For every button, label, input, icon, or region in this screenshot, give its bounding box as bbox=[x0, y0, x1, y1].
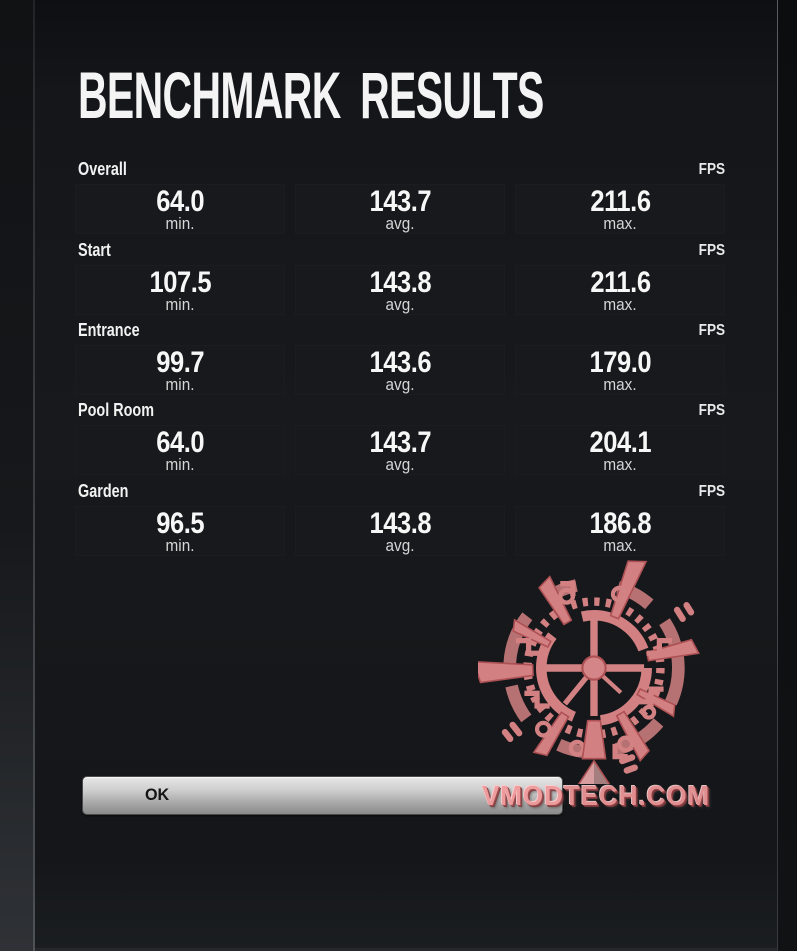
vmodtech-logo-icon bbox=[478, 560, 700, 784]
benchmark-section-garden: Garden FPS 96.5 min. 143.8 avg. 186.8 ma… bbox=[75, 481, 725, 557]
stat-value: 211.6 bbox=[589, 266, 651, 299]
stat-label: max. bbox=[603, 455, 637, 474]
stat-label: avg. bbox=[385, 375, 415, 394]
stat-cell-min: 64.0 min. bbox=[75, 184, 285, 234]
benchmark-section-pool-room: Pool Room FPS 64.0 min. 143.7 avg. 204.1… bbox=[75, 400, 725, 476]
stat-cell-max: 211.6 max. bbox=[515, 184, 725, 234]
stat-cell-avg: 143.8 avg. bbox=[295, 265, 505, 315]
stat-cell-max: 204.1 max. bbox=[515, 425, 725, 475]
right-edge-highlight bbox=[777, 0, 778, 951]
stat-value: 96.5 bbox=[156, 507, 204, 540]
stat-label: min. bbox=[165, 214, 195, 233]
stat-cell-min: 96.5 min. bbox=[75, 506, 285, 556]
stat-cell-min: 107.5 min. bbox=[75, 265, 285, 315]
stat-value: 107.5 bbox=[149, 266, 211, 299]
fps-unit-label: FPS bbox=[698, 483, 725, 500]
bottom-edge-highlight bbox=[35, 948, 777, 951]
left-edge-highlight bbox=[33, 0, 35, 951]
page-title: BENCHMARK RESULTS bbox=[78, 58, 544, 132]
ok-button-label: OK bbox=[145, 785, 170, 804]
stat-cell-avg: 143.7 avg. bbox=[295, 184, 505, 234]
stat-cell-max: 186.8 max. bbox=[515, 506, 725, 556]
stat-label: max. bbox=[603, 214, 637, 233]
section-label: Overall bbox=[78, 159, 127, 179]
stat-cell-avg: 143.8 avg. bbox=[295, 506, 505, 556]
stat-label: avg. bbox=[385, 214, 415, 233]
stat-label: avg. bbox=[385, 295, 415, 314]
benchmark-section-entrance: Entrance FPS 99.7 min. 143.6 avg. 179.0 … bbox=[75, 320, 725, 396]
section-label: Pool Room bbox=[78, 400, 154, 420]
stat-label: max. bbox=[603, 295, 637, 314]
stat-label: avg. bbox=[385, 536, 415, 555]
fps-unit-label: FPS bbox=[698, 161, 725, 178]
left-edge-shading bbox=[0, 0, 33, 951]
stat-value: 64.0 bbox=[156, 426, 204, 459]
section-label: Entrance bbox=[78, 320, 140, 340]
benchmark-section-start: Start FPS 107.5 min. 143.8 avg. 211.6 ma… bbox=[75, 240, 725, 316]
ok-button[interactable]: OK bbox=[82, 776, 563, 815]
stat-label: min. bbox=[165, 536, 195, 555]
stat-value: 179.0 bbox=[589, 346, 651, 379]
fps-unit-label: FPS bbox=[698, 322, 725, 339]
stat-value: 204.1 bbox=[589, 426, 651, 459]
fps-unit-label: FPS bbox=[698, 242, 725, 259]
stat-label: min. bbox=[165, 455, 195, 474]
stat-value: 64.0 bbox=[156, 185, 204, 218]
benchmark-section-overall: Overall FPS 64.0 min. 143.7 avg. 211.6 m… bbox=[75, 159, 725, 235]
stat-label: max. bbox=[603, 536, 637, 555]
stat-cell-avg: 143.7 avg. bbox=[295, 425, 505, 475]
stat-value: 143.8 bbox=[369, 266, 431, 299]
stat-label: max. bbox=[603, 375, 637, 394]
section-label: Start bbox=[78, 240, 111, 260]
stat-value: 143.6 bbox=[369, 346, 431, 379]
stat-value: 143.7 bbox=[369, 426, 431, 459]
stat-cell-avg: 143.6 avg. bbox=[295, 345, 505, 395]
stat-value: 143.7 bbox=[369, 185, 431, 218]
stat-label: min. bbox=[165, 375, 195, 394]
right-edge-shading bbox=[778, 0, 797, 951]
stat-cell-max: 179.0 max. bbox=[515, 345, 725, 395]
stat-cell-max: 211.6 max. bbox=[515, 265, 725, 315]
stat-cell-min: 99.7 min. bbox=[75, 345, 285, 395]
stat-cell-min: 64.0 min. bbox=[75, 425, 285, 475]
fps-unit-label: FPS bbox=[698, 402, 725, 419]
stat-value: 143.8 bbox=[369, 507, 431, 540]
stat-label: avg. bbox=[385, 455, 415, 474]
stat-value: 186.8 bbox=[589, 507, 651, 540]
stat-value: 211.6 bbox=[589, 185, 651, 218]
vmodtech-watermark: VMODTECH.COM bbox=[478, 552, 718, 814]
stat-label: min. bbox=[165, 295, 195, 314]
stat-value: 99.7 bbox=[156, 346, 204, 379]
section-label: Garden bbox=[78, 481, 129, 501]
